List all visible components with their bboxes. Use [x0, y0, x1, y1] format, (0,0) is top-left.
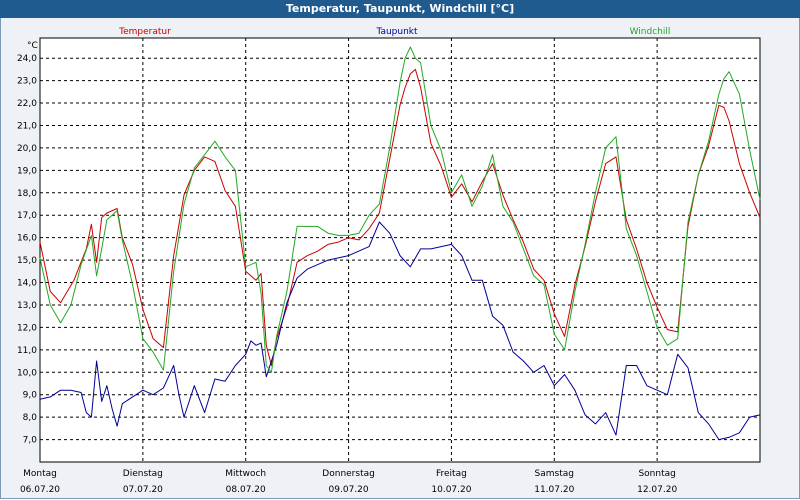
x-tick-weekday: Freitag [436, 469, 467, 479]
x-tick-date: 11.07.20 [534, 485, 574, 495]
legend-windchill: Windchill [630, 27, 671, 37]
y-tick-label: 10,0 [17, 368, 37, 378]
x-tick-date: 06.07.20 [20, 485, 60, 495]
y-tick-label: 21,0 [17, 121, 37, 131]
series-line-taupunkt [39, 221, 761, 441]
x-tick-weekday: Samstag [535, 469, 574, 479]
window-title-bar: Temperatur, Taupunkt, Windchill [°C] [0, 0, 800, 18]
y-tick-labels: 7,0 8,0 9,0 10,0 11,0 12,0 13,0 14,0 15,0 16,0 17,… [17, 54, 37, 445]
y-tick-label: 7,0 [23, 436, 38, 446]
series-line-windchill [39, 46, 761, 373]
y-tick-label: 17,0 [17, 211, 37, 221]
legend-temperatur: Temperatur [118, 27, 171, 37]
y-tick-label: 22,0 [17, 99, 37, 109]
y-axis-unit: °C [27, 41, 38, 51]
y-tick-label: 24,0 [17, 54, 37, 64]
y-tick-label: 12,0 [17, 323, 37, 333]
x-tick-date: 08.07.20 [226, 485, 266, 495]
x-tick-date: 09.07.20 [329, 485, 369, 495]
x-tick-date: 12.07.20 [637, 485, 677, 495]
legend-taupunkt: Taupunkt [375, 27, 418, 37]
y-tick-label: 15,0 [17, 256, 37, 266]
y-tick-label: 20,0 [17, 144, 37, 154]
y-tick-label: 18,0 [17, 189, 37, 199]
x-tick-date: 10.07.20 [431, 485, 471, 495]
x-tick-date: 07.07.20 [123, 485, 163, 495]
y-tick-label: 19,0 [17, 166, 37, 176]
x-tick-weekday: Sonntag [638, 469, 675, 479]
series-lines [39, 46, 761, 441]
x-tick-labels: Montag 06.07.20 Dienstag 07.07.20 Mittwoch 08… [20, 469, 677, 495]
y-tick-label: 9,0 [23, 391, 38, 401]
y-tick-label: 23,0 [17, 77, 37, 87]
y-tick-label: 11,0 [17, 346, 37, 356]
x-tick-weekday: Dienstag [123, 469, 163, 479]
y-tick-label: 16,0 [17, 234, 37, 244]
y-tick-label: 13,0 [17, 301, 37, 311]
window-title: Temperatur, Taupunkt, Windchill [°C] [285, 2, 515, 15]
x-tick-weekday: Montag [23, 469, 57, 479]
x-tick-weekday: Mittwoch [225, 469, 266, 479]
series-line-temperatur [39, 68, 761, 366]
plot-area [39, 37, 761, 463]
x-tick-weekday: Donnerstag [322, 469, 375, 479]
y-tick-label: 8,0 [23, 413, 38, 423]
y-tick-label: 14,0 [17, 279, 37, 289]
